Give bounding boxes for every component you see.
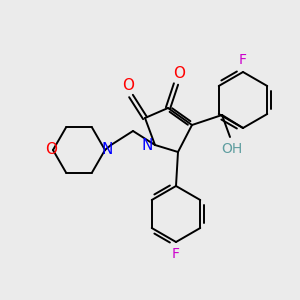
Text: N: N: [141, 137, 153, 152]
Text: F: F: [239, 53, 247, 67]
Text: OH: OH: [221, 142, 243, 156]
Text: N: N: [101, 142, 113, 157]
Text: O: O: [122, 79, 134, 94]
Text: O: O: [45, 142, 57, 157]
Text: F: F: [172, 247, 180, 261]
Text: O: O: [173, 67, 185, 82]
